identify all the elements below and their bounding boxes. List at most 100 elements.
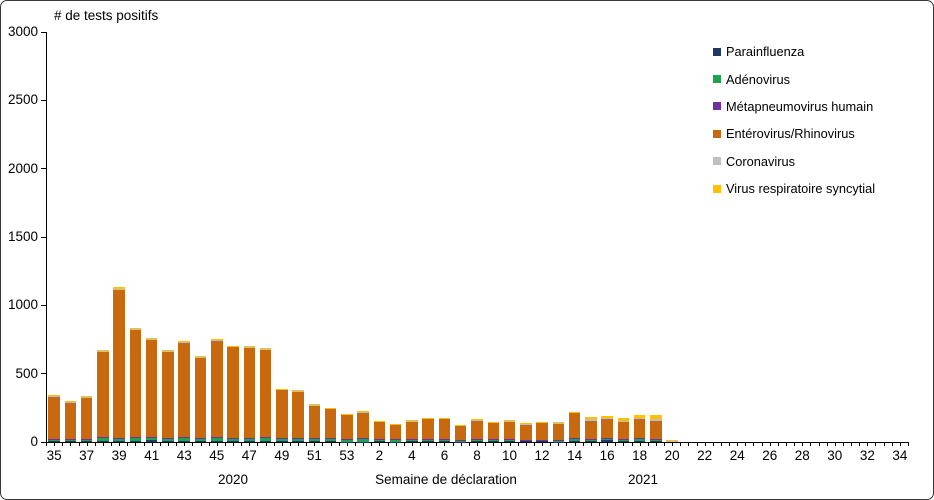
x-tick-mark bbox=[208, 442, 210, 446]
bar-segment bbox=[324, 438, 337, 440]
x-tick-mark bbox=[111, 442, 113, 446]
bar-segment bbox=[113, 288, 125, 290]
x-tick-label: 28 bbox=[794, 448, 810, 463]
legend-label: Parainfluenza bbox=[726, 44, 805, 60]
bar-segment bbox=[552, 422, 565, 424]
x-tick-mark bbox=[834, 442, 836, 446]
bar-segment bbox=[438, 418, 451, 420]
x-tick-mark bbox=[859, 442, 861, 446]
x-tick-mark bbox=[94, 442, 96, 446]
x-tick-mark bbox=[387, 442, 389, 446]
bar-segment bbox=[162, 350, 174, 352]
x-tick-mark bbox=[908, 442, 909, 446]
bar-segment bbox=[292, 390, 304, 391]
x-tick-mark bbox=[346, 442, 348, 446]
bar-segment bbox=[487, 421, 499, 423]
bar-segment bbox=[536, 422, 548, 423]
bar-segment bbox=[373, 421, 386, 439]
bar-segment bbox=[211, 440, 223, 442]
legend-swatch-icon bbox=[713, 129, 721, 138]
bar-segment bbox=[341, 414, 353, 415]
x-tick-mark bbox=[477, 442, 478, 446]
bar-segment bbox=[633, 440, 646, 442]
bar-segment bbox=[194, 440, 207, 442]
bar-segment bbox=[601, 438, 613, 440]
x-tick-mark bbox=[192, 442, 194, 446]
bar-segment bbox=[438, 419, 451, 440]
bar-segment bbox=[666, 439, 678, 442]
x-tick-mark bbox=[737, 442, 739, 446]
x-tick-mark bbox=[533, 442, 535, 446]
bar-segment bbox=[471, 441, 483, 442]
bar-segment bbox=[373, 421, 386, 422]
bar-segment bbox=[227, 346, 239, 438]
x-tick-label: 49 bbox=[274, 448, 290, 463]
bar-segment bbox=[276, 389, 288, 439]
bar-segment bbox=[194, 357, 207, 438]
x-tick-mark bbox=[444, 442, 446, 446]
x-tick-mark bbox=[818, 442, 820, 446]
legend-label: Adénovirus bbox=[726, 71, 791, 87]
bar-segment bbox=[357, 438, 369, 439]
x-tick-mark bbox=[330, 442, 332, 446]
x-tick-mark bbox=[143, 442, 145, 446]
x-tick-mark bbox=[265, 442, 267, 446]
legend-label: Virus respiratoire syncytial bbox=[726, 181, 876, 197]
bar-segment bbox=[129, 440, 142, 442]
x-tick-mark bbox=[436, 442, 438, 446]
x-tick-mark bbox=[411, 442, 413, 446]
x-tick-mark bbox=[517, 442, 519, 446]
x-tick-label: 6 bbox=[440, 448, 449, 463]
bar-segment bbox=[80, 441, 93, 442]
bar-segment bbox=[113, 440, 125, 442]
x-tick-mark bbox=[672, 442, 674, 446]
bar-segment bbox=[471, 439, 483, 442]
x-tick-mark bbox=[135, 442, 137, 446]
x-tick-mark bbox=[102, 442, 104, 446]
x-tick-mark bbox=[78, 442, 80, 446]
bar-segment bbox=[324, 408, 337, 439]
bar-segment bbox=[601, 419, 613, 439]
bar-segment bbox=[520, 424, 532, 440]
bar-segment bbox=[487, 439, 499, 442]
bar-segment bbox=[80, 396, 93, 398]
x-tick-label: 51 bbox=[306, 448, 322, 463]
x-tick-mark bbox=[582, 442, 584, 446]
x-tick-mark bbox=[216, 442, 218, 446]
x-tick-mark bbox=[550, 442, 552, 446]
bar-segment bbox=[568, 412, 581, 413]
x-tick-label: 20 bbox=[664, 448, 680, 463]
bar-segment bbox=[357, 412, 369, 439]
x-tick-mark bbox=[241, 442, 243, 446]
bar-segment bbox=[633, 438, 646, 441]
x-tick-label: 26 bbox=[762, 448, 778, 463]
x-tick-mark bbox=[289, 442, 291, 446]
x-tick-label: 32 bbox=[859, 448, 875, 463]
bar-segment bbox=[454, 425, 467, 426]
bar-segment bbox=[292, 437, 304, 439]
x-tick-label: 41 bbox=[144, 448, 160, 463]
legend-label: Entérovirus/Rhinovirus bbox=[726, 126, 855, 142]
x-tick-mark bbox=[712, 442, 714, 446]
x-axis-title: Semaine de déclaration bbox=[375, 472, 517, 487]
bar-segment bbox=[211, 338, 223, 340]
bar-segment bbox=[650, 439, 662, 442]
bar-segment bbox=[503, 421, 516, 440]
x-tick-mark bbox=[794, 442, 796, 446]
x-tick-mark bbox=[566, 442, 568, 446]
bar-segment bbox=[145, 338, 158, 339]
x-tick-label: 30 bbox=[827, 448, 843, 463]
bar-segment bbox=[471, 420, 483, 440]
year-label-2021: 2021 bbox=[627, 472, 659, 487]
x-tick-mark bbox=[590, 442, 592, 446]
x-tick-mark bbox=[62, 442, 64, 446]
x-tick-mark bbox=[176, 442, 178, 446]
x-tick-mark bbox=[403, 442, 405, 446]
bar-segment bbox=[97, 351, 109, 353]
bar-segment bbox=[145, 338, 158, 340]
x-tick-mark bbox=[558, 442, 560, 446]
x-tick-mark bbox=[159, 442, 161, 446]
bar-segment bbox=[633, 418, 646, 439]
x-tick-mark bbox=[322, 442, 324, 446]
bar-segment bbox=[276, 438, 288, 442]
